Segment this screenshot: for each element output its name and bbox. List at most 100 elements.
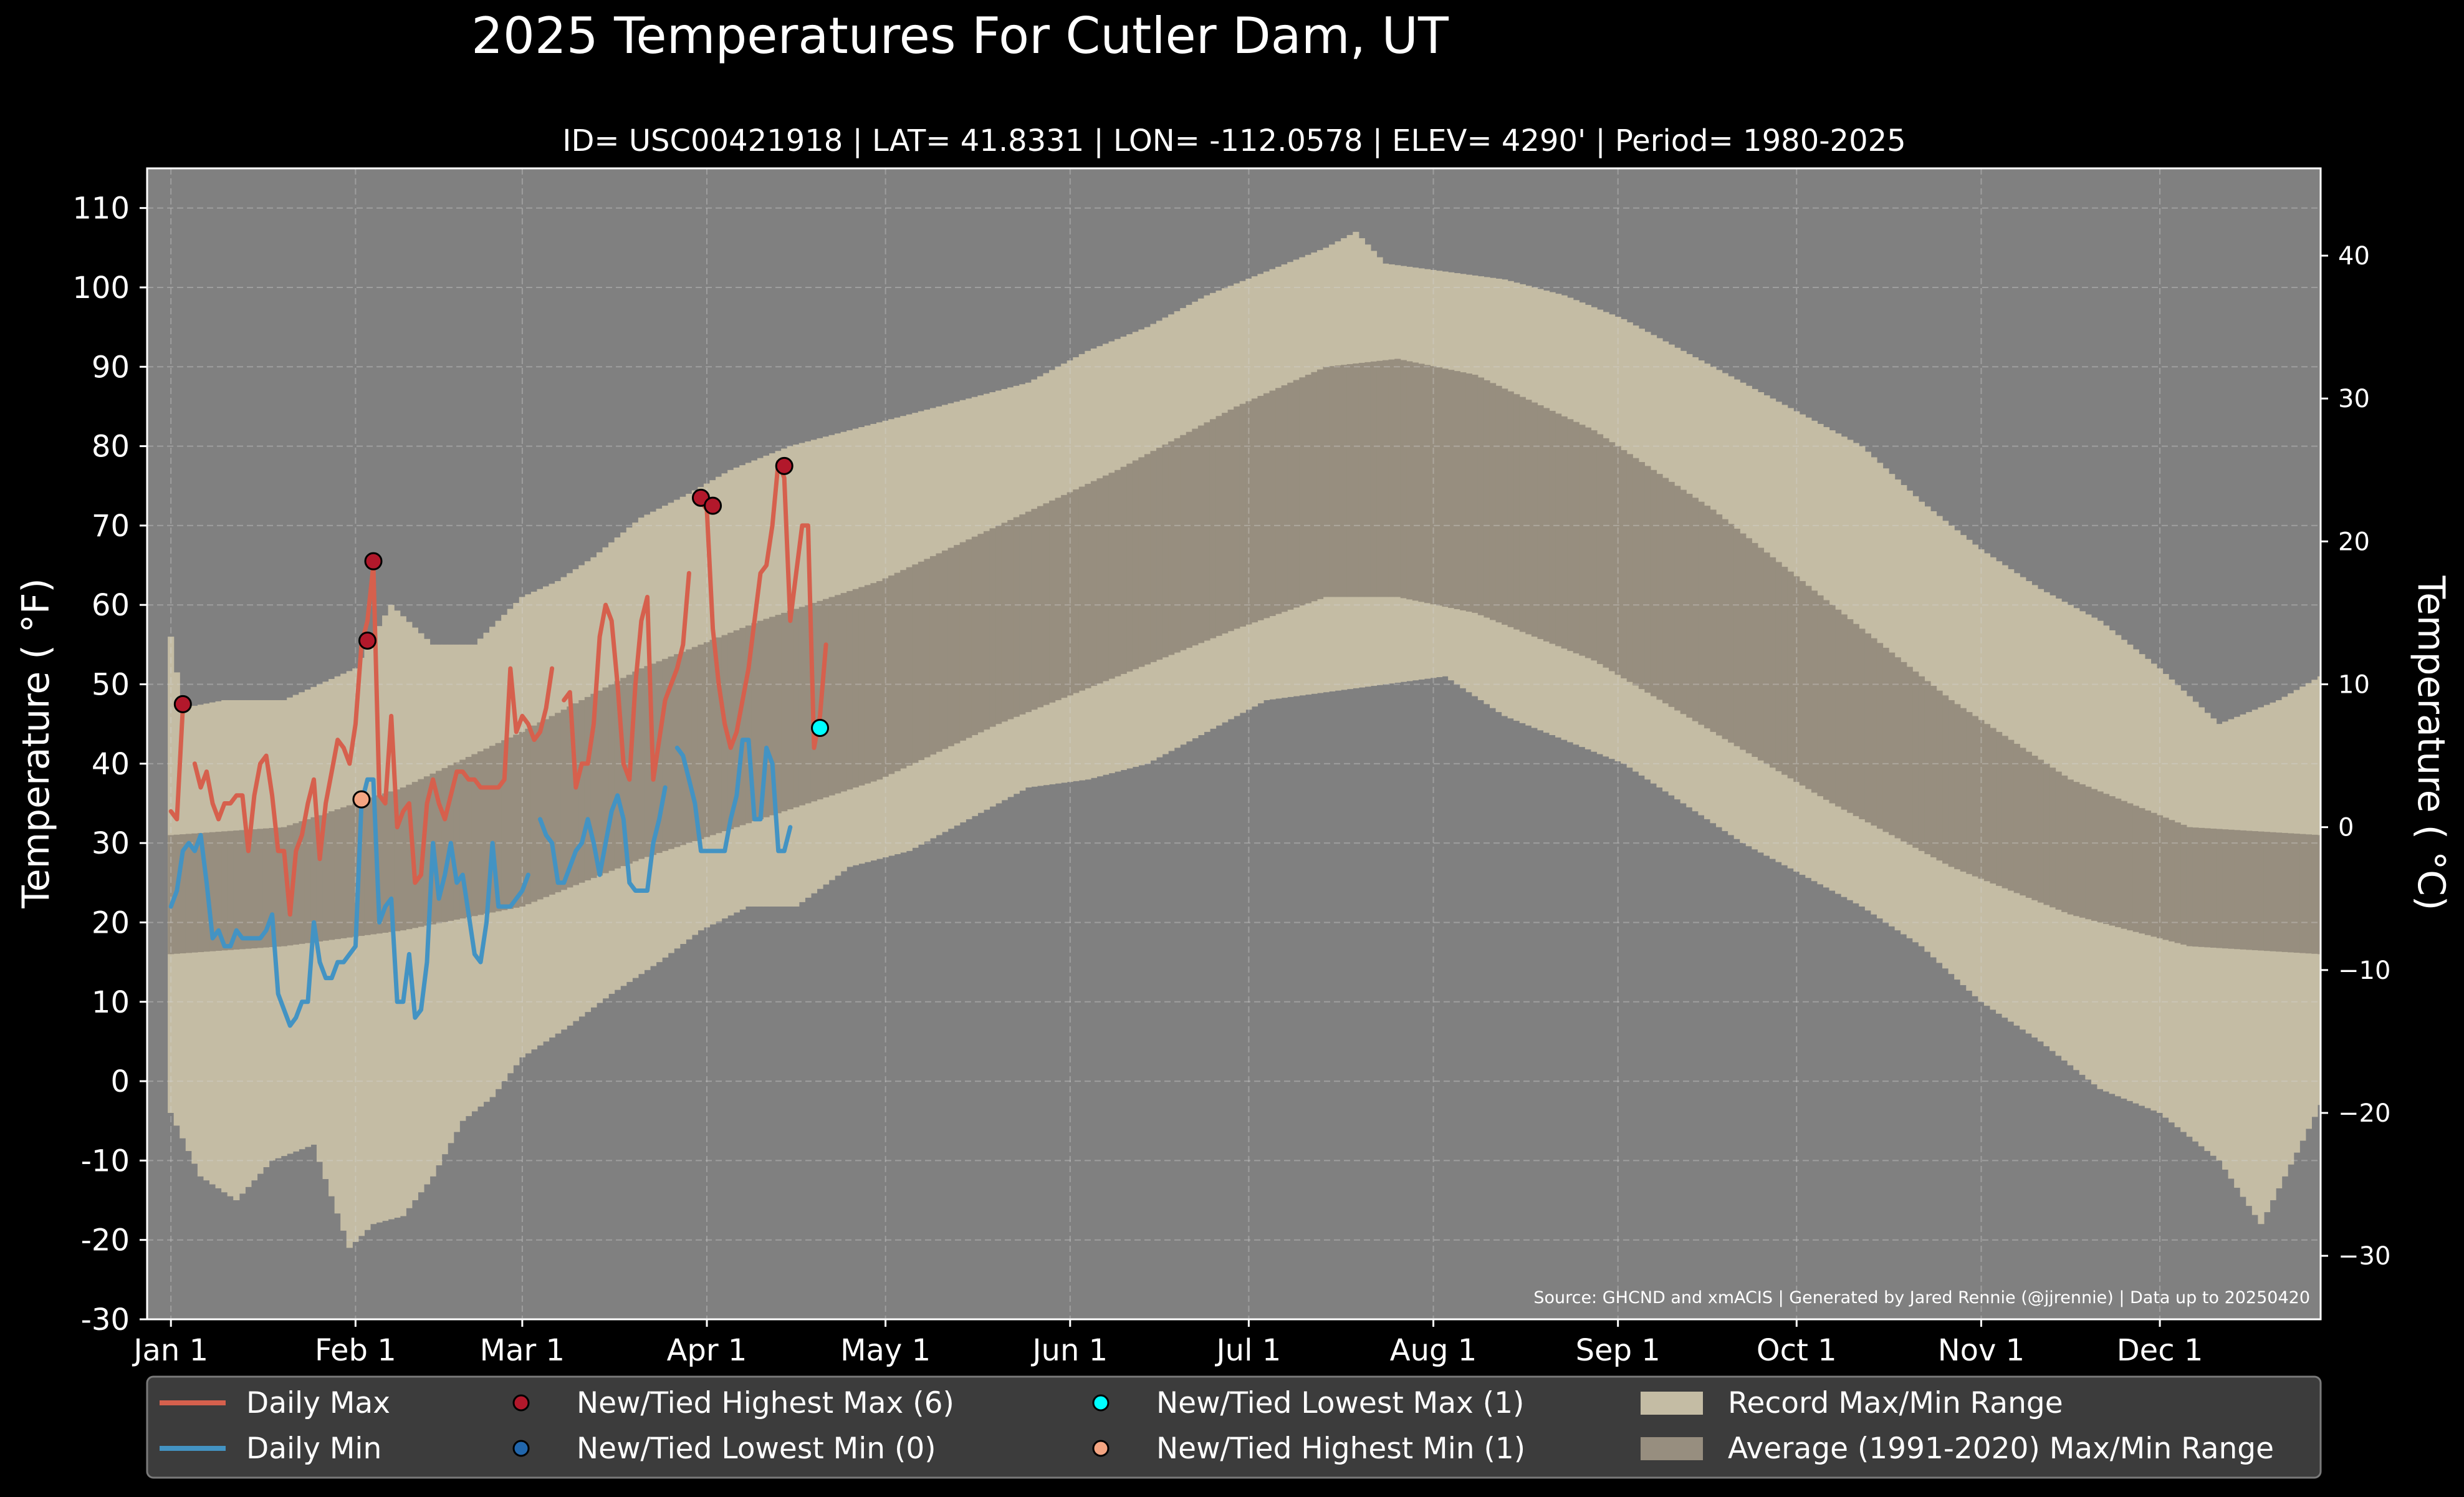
average-range-bar <box>1406 361 1413 600</box>
average-range-bar <box>1168 441 1175 655</box>
average-range-bar <box>1960 708 1967 872</box>
average-range-bar <box>1787 571 1794 779</box>
average-range-bar <box>721 635 728 832</box>
average-range-bar <box>1376 360 1383 597</box>
average-range-bar <box>477 751 484 915</box>
average-range-bar <box>2037 759 2045 903</box>
average-range-bar <box>1132 460 1139 670</box>
average-range-bar <box>280 827 287 946</box>
average-range-bar <box>1978 720 1985 879</box>
average-range-bar <box>828 597 835 796</box>
average-range-bar <box>1269 390 1276 617</box>
average-range-bar <box>1901 662 1907 842</box>
average-range-bar <box>1996 731 2003 886</box>
average-range-bar <box>1745 538 1752 754</box>
average-range-bar <box>781 612 788 812</box>
average-range-bar <box>507 737 514 909</box>
y-tick-label-left: 50 <box>92 668 130 703</box>
average-range-bar <box>1108 473 1115 679</box>
average-range-bar <box>215 832 222 951</box>
y-tick-label-left: 100 <box>72 271 130 306</box>
average-range-bar <box>2169 820 2175 942</box>
average-range-bar <box>1174 438 1181 653</box>
average-range-bar <box>1287 382 1294 610</box>
average-range-bar <box>191 833 198 953</box>
record-range-bar <box>346 671 353 1248</box>
legend-new-high-max-label: New/Tied Highest Max (6) <box>577 1386 954 1420</box>
average-range-bar <box>858 587 865 786</box>
new-high-max-marker <box>364 552 383 570</box>
y-tick-label-right: 30 <box>2338 385 2370 413</box>
average-range-bar <box>328 811 335 940</box>
average-range-bar <box>221 831 228 951</box>
y-tick-label-left: 90 <box>92 350 130 385</box>
average-range-bar <box>1007 519 1014 720</box>
legend-daily-max-label: Daily Max <box>246 1386 390 1420</box>
average-range-bar <box>287 825 294 946</box>
average-range-bar <box>1781 567 1788 775</box>
average-range-bar <box>1638 462 1645 690</box>
average-range-bar <box>2091 789 2098 921</box>
legend-new-low-max-swatch <box>1092 1394 1110 1412</box>
x-tick-label: Mar 1 <box>480 1333 565 1368</box>
average-range-bar <box>555 713 562 893</box>
average-range-bar <box>269 828 276 947</box>
chart-subtitle: ID= USC00421918 | LAT= 41.8331 | LON= -1… <box>562 123 1906 158</box>
average-range-bar <box>1013 517 1020 717</box>
average-range-bar <box>1573 421 1580 653</box>
average-range-bar <box>929 556 937 755</box>
average-range-bar <box>394 789 401 931</box>
average-range-bar <box>2139 808 2145 934</box>
average-range-bar <box>1983 724 1991 882</box>
average-range-bar <box>2150 812 2157 937</box>
average-range-bar <box>1234 406 1240 629</box>
average-range-bar <box>1341 365 1348 597</box>
average-range-bar <box>1430 366 1437 605</box>
legend-new-low-min-label: New/Tied Lowest Min (0) <box>577 1432 936 1466</box>
average-range-bar <box>1990 728 1997 884</box>
average-range-bar <box>1841 614 1848 810</box>
y-tick-label-left: -10 <box>81 1143 130 1178</box>
new-high-max-marker <box>775 456 793 475</box>
average-range-bar <box>1025 511 1032 713</box>
average-range-bar <box>2317 835 2321 955</box>
average-range-bar <box>632 671 639 862</box>
average-range-bar <box>608 684 615 871</box>
record-range-bar <box>340 673 347 1231</box>
record-range-bar <box>352 668 359 1242</box>
average-range-bar <box>620 678 627 867</box>
legend-average-range-label: Average (1991-2020) Max/Min Range <box>1728 1432 2274 1466</box>
average-range-bar <box>1204 422 1210 641</box>
average-range-bar <box>1186 431 1192 648</box>
average-range-bar <box>340 807 347 938</box>
average-range-bar <box>1394 359 1401 597</box>
average-range-bar <box>1335 365 1341 597</box>
average-range-bar <box>1966 712 1973 874</box>
average-range-bar <box>900 570 907 769</box>
legend-average-range-swatch <box>1641 1437 1703 1460</box>
average-range-bar <box>549 716 555 895</box>
average-range-bar <box>1686 493 1693 718</box>
average-range-bar <box>1889 652 1896 835</box>
average-range-bar <box>1162 445 1169 658</box>
average-range-bar <box>2305 834 2312 954</box>
average-range-bar <box>168 835 175 955</box>
new-high-max-marker <box>704 496 722 515</box>
average-range-bar <box>995 525 1002 724</box>
average-range-bar <box>1370 361 1378 597</box>
average-range-bar <box>1316 369 1324 599</box>
average-range-bar <box>662 658 669 851</box>
average-range-bar <box>2079 784 2086 918</box>
average-range-bar <box>2109 796 2116 926</box>
average-range-bar <box>602 687 609 874</box>
y-tick-label-right: −20 <box>2338 1099 2390 1128</box>
average-range-bar <box>352 803 359 937</box>
average-range-bar <box>1299 377 1306 606</box>
y-tick-label-left: 70 <box>92 509 130 544</box>
average-range-bar <box>400 787 406 931</box>
average-range-bar <box>1948 700 1955 867</box>
average-range-bar <box>947 547 954 746</box>
average-range-bar <box>614 681 621 869</box>
average-range-bar <box>1770 557 1776 768</box>
average-range-bar <box>1078 486 1085 691</box>
